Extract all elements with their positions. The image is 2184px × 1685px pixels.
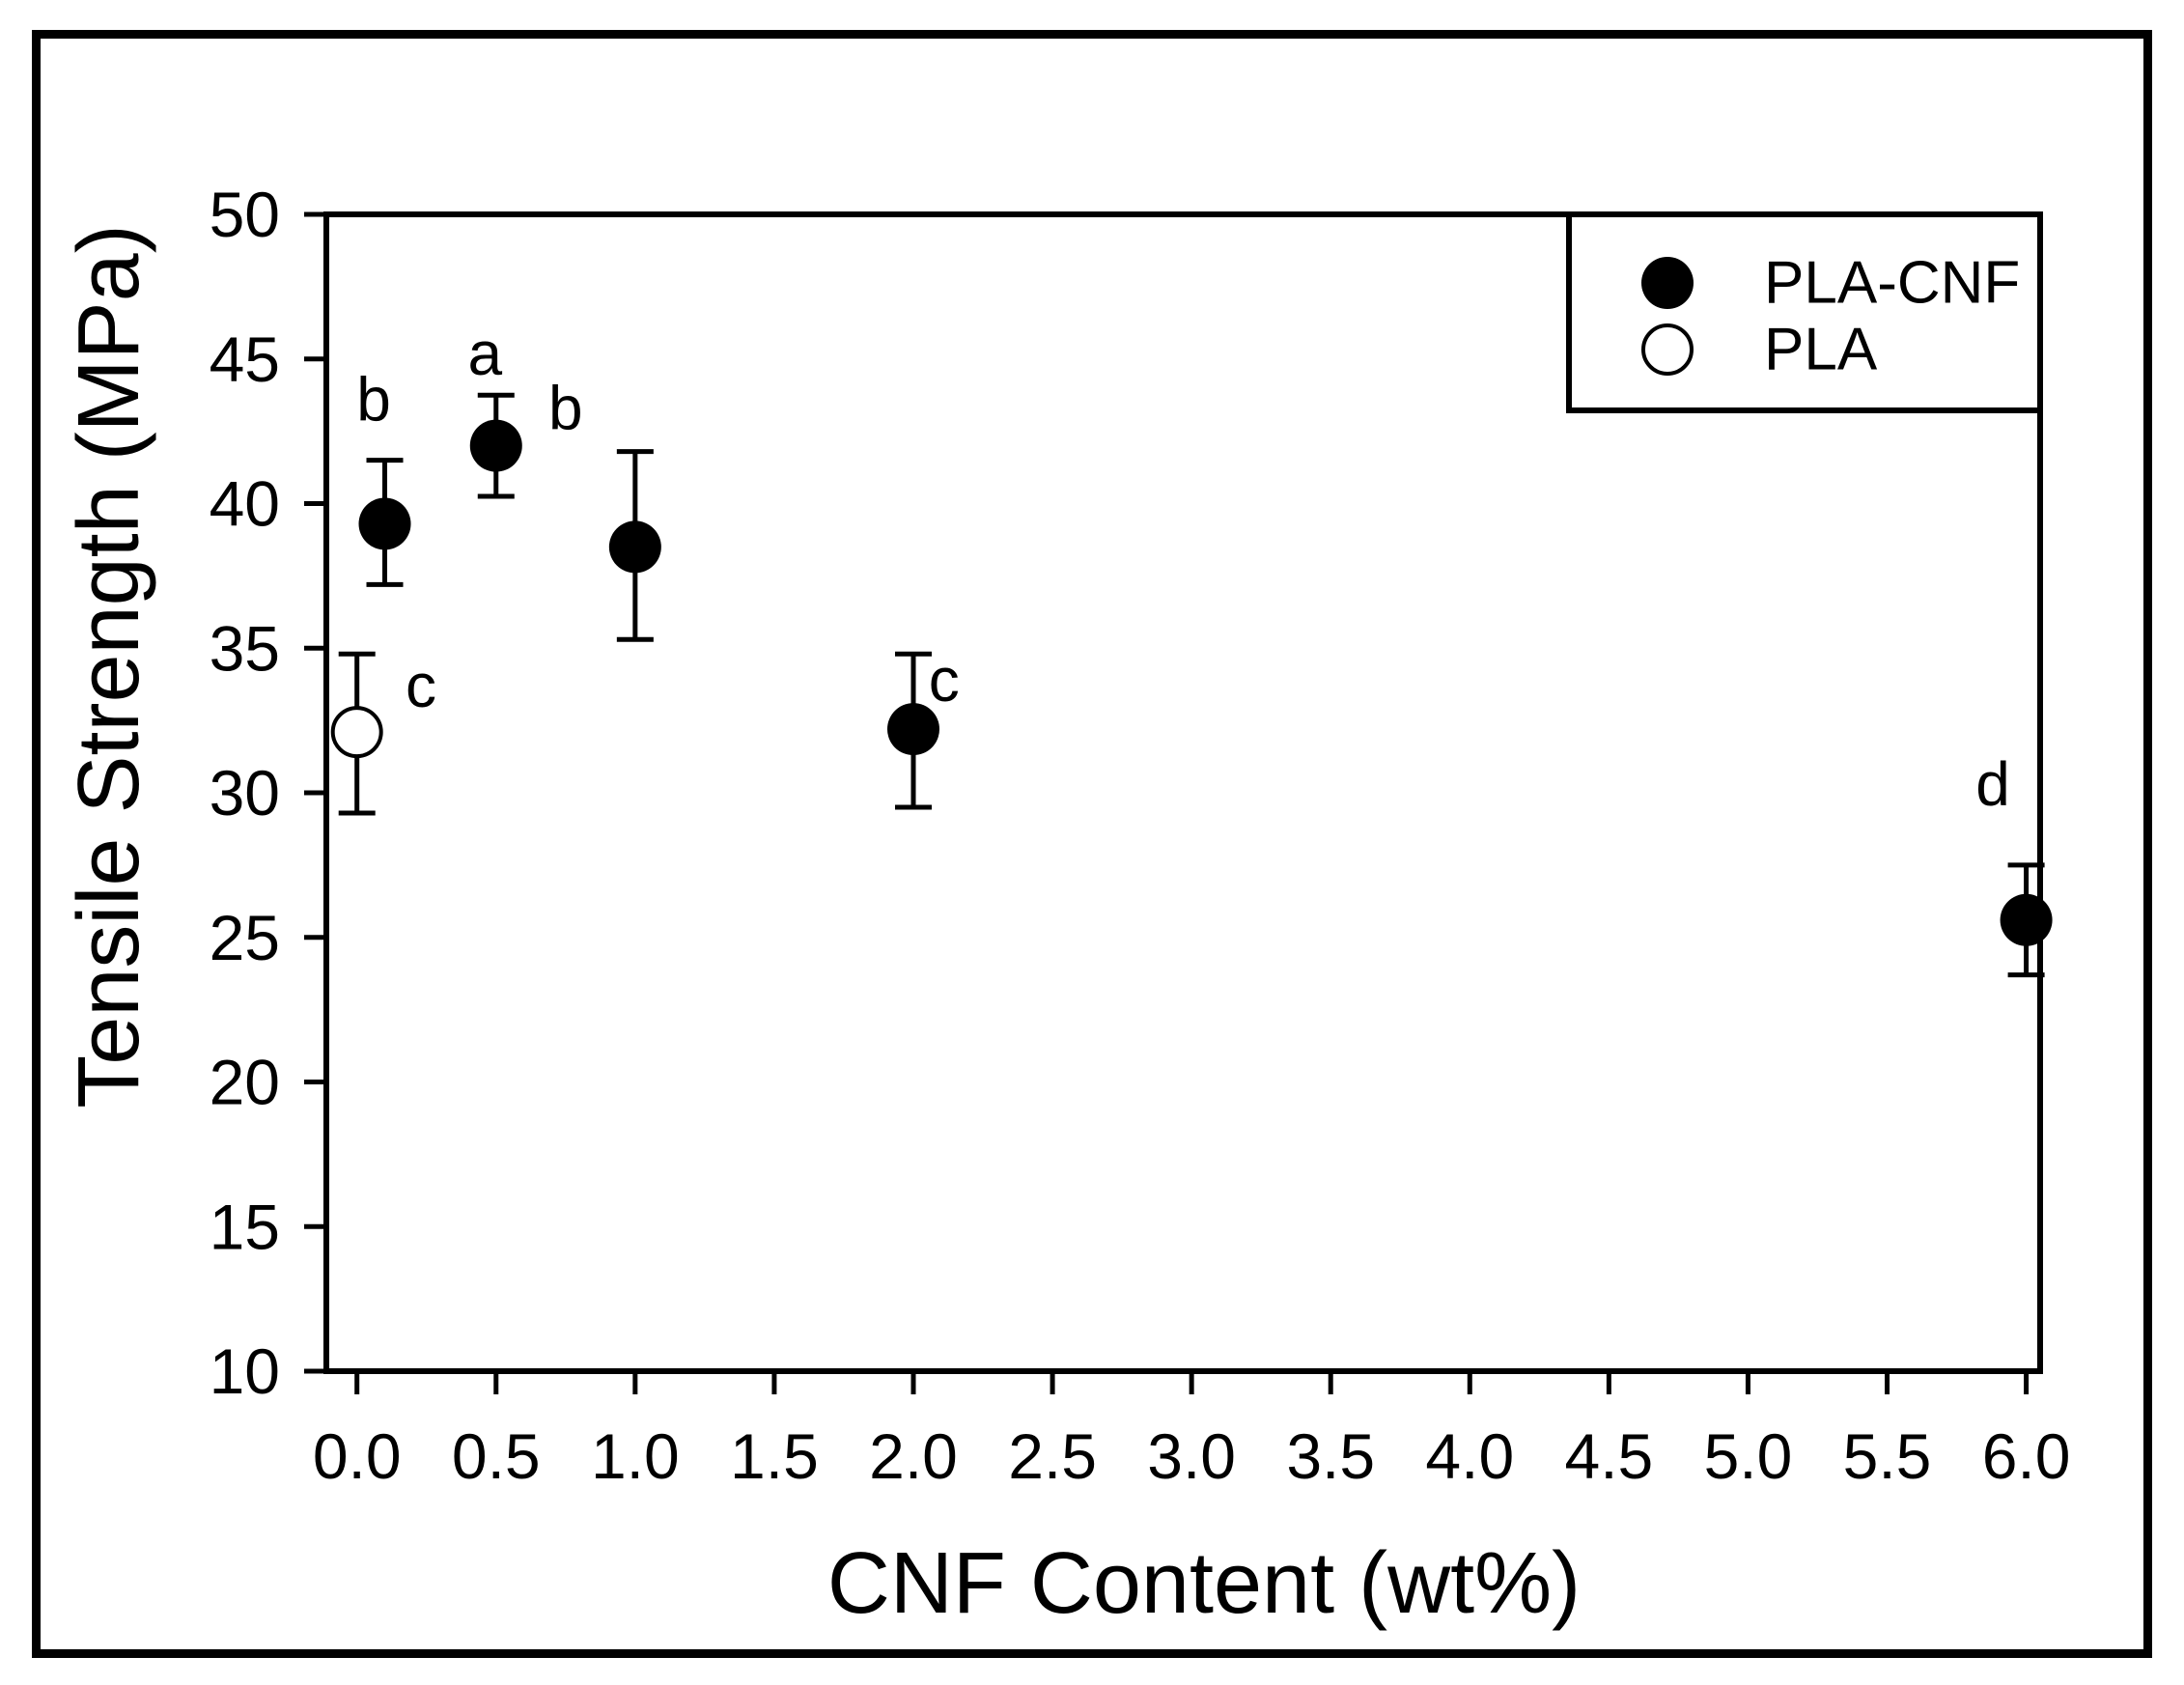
x-tick-label: 2.0 [869,1420,958,1492]
y-tick-label: 20 [210,1047,280,1118]
legend-box [1566,211,2043,413]
data-point-filled [608,520,661,574]
data-point-open [330,706,383,759]
chart-generated-content: 10 15 20 25 30 35 40 45 50 0.0 0.5 1.0 1.5 2.0 2.5 3.0 3… [210,179,2071,1492]
significance-letter: b [356,365,391,435]
x-tick-label: 0.0 [313,1420,402,1492]
data-point-filled [358,497,411,550]
y-tick-label: 10 [210,1335,280,1407]
figure-border [32,30,2152,1658]
significance-letter: c [406,651,436,720]
y-tick-label: 35 [210,612,280,684]
significance-letter: c [929,645,960,715]
x-tick-label: 0.5 [452,1420,541,1492]
significance-letter: d [1975,749,2010,819]
x-tick-label: 1.0 [591,1420,680,1492]
series-pla: c [330,651,436,816]
x-tick-label: 3.0 [1147,1420,1236,1492]
y-tick-label: 40 [210,468,280,540]
legend-label: PLA [1764,317,1878,383]
data-point-filled [886,703,939,756]
legend-marker-open-circle [1641,323,1694,376]
y-tick-label: 30 [210,757,280,828]
x-tick-label: 5.5 [1843,1420,1932,1492]
y-tick-label: 25 [210,902,280,973]
x-axis-title: CNF Content (wt%) [827,1535,1581,1632]
y-tick-label: 15 [210,1191,280,1262]
significance-letter: b [548,374,583,443]
legend-label: PLA-CNF [1764,250,2020,317]
x-tick-label: 2.5 [1008,1420,1097,1492]
data-point-filled [469,419,522,472]
y-tick-label: 45 [210,323,280,395]
y-axis-title: Tensile Strength (MPa) [61,224,157,1108]
x-tick-label: 3.5 [1286,1420,1375,1492]
x-tick-label: 4.0 [1425,1420,1514,1492]
x-tick-label: 4.5 [1564,1420,1653,1492]
x-tick-label: 1.5 [730,1420,819,1492]
legend-marker-filled-circle [1641,257,1694,309]
data-point-filled [2000,893,2053,946]
significance-letter: a [467,319,502,388]
x-tick-label: 6.0 [1982,1420,2071,1492]
x-tick-label: 5.0 [1704,1420,1793,1492]
y-tick-label: 50 [210,179,280,250]
